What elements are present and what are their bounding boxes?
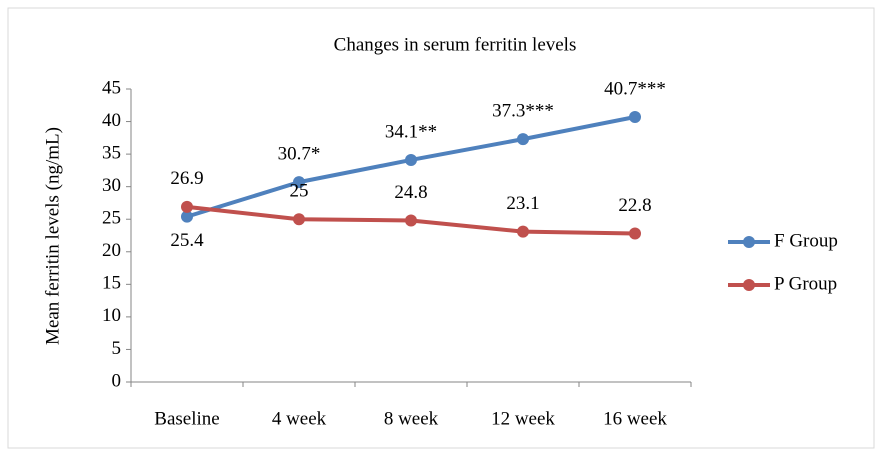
y-tick-label: 20 xyxy=(102,240,121,261)
legend-marker xyxy=(743,279,755,291)
legend-marker xyxy=(743,236,755,248)
data-point xyxy=(629,110,641,123)
data-label: 26.9 xyxy=(170,168,203,189)
y-tick-label: 0 xyxy=(112,370,122,391)
x-tick-label: 16 week xyxy=(603,408,667,429)
x-tick-label: Baseline xyxy=(154,408,219,429)
y-tick-label: 40 xyxy=(102,110,121,131)
data-point xyxy=(517,133,529,146)
legend-label: F Group xyxy=(774,230,838,251)
data-point xyxy=(181,200,193,213)
data-label: 24.8 xyxy=(394,182,427,203)
data-label: 22.8 xyxy=(618,195,651,216)
data-point xyxy=(517,225,529,238)
y-tick-label: 30 xyxy=(102,175,121,196)
chart-border xyxy=(7,7,875,449)
data-point xyxy=(293,213,305,226)
data-label: 25 xyxy=(290,181,309,202)
data-label: 37.3*** xyxy=(492,100,554,121)
data-label: 34.1** xyxy=(385,121,437,142)
data-point xyxy=(629,227,641,240)
x-tick-label: 4 week xyxy=(272,408,327,429)
y-tick-label: 5 xyxy=(112,338,122,359)
data-point xyxy=(293,176,305,189)
y-tick-label: 15 xyxy=(102,273,121,294)
data-label: 23.1 xyxy=(506,193,539,214)
y-tick-label: 35 xyxy=(102,142,121,163)
y-tick-label: 25 xyxy=(102,208,121,229)
y-axis-label: Mean ferritin levels (ng/mL) xyxy=(42,127,63,345)
data-point xyxy=(405,214,417,227)
y-tick-label: 10 xyxy=(102,305,121,326)
y-tick-label: 45 xyxy=(102,77,121,98)
data-point xyxy=(181,210,193,223)
chart-title: Changes in serum ferritin levels xyxy=(334,34,577,55)
data-point xyxy=(405,153,417,166)
data-label: 25.4 xyxy=(170,230,204,251)
x-tick-label: 8 week xyxy=(384,408,439,429)
x-tick-label: 12 week xyxy=(491,408,555,429)
data-label: 30.7* xyxy=(278,143,321,164)
legend-label: P Group xyxy=(774,273,837,294)
data-label: 40.7*** xyxy=(604,78,666,99)
